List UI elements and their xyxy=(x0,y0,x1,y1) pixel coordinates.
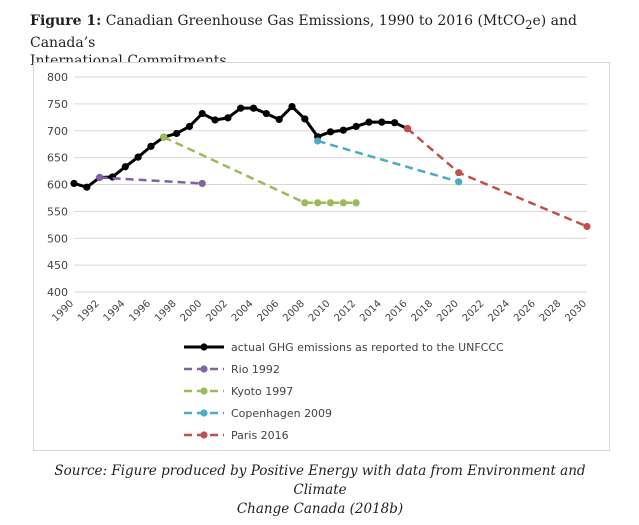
data-point-actual-ghg-emissions-as-reported-to-the-unfccc xyxy=(365,118,373,126)
data-point-kyoto-1997 xyxy=(160,133,168,141)
x-tick-label: 2028 xyxy=(538,298,564,324)
data-point-kyoto-1997 xyxy=(352,199,360,207)
data-point-actual-ghg-emissions-as-reported-to-the-unfccc xyxy=(339,126,347,134)
data-point-copenhagen-2009 xyxy=(455,178,463,186)
x-tick-label: 2024 xyxy=(486,298,512,324)
y-tick-label: 800 xyxy=(47,71,68,84)
data-point-copenhagen-2009 xyxy=(314,137,322,145)
x-tick-label: 2002 xyxy=(204,298,230,324)
data-point-actual-ghg-emissions-as-reported-to-the-unfccc xyxy=(134,153,142,161)
x-tick-label: 2030 xyxy=(563,298,589,324)
y-tick-label: 550 xyxy=(47,205,68,218)
legend-label-kyoto-1997: Kyoto 1997 xyxy=(231,385,293,398)
x-tick-label: 1998 xyxy=(153,298,179,324)
data-point-paris-2016 xyxy=(583,222,591,231)
legend-marker-rio-1992 xyxy=(200,365,208,373)
data-point-rio-1992 xyxy=(198,179,206,188)
figure-title-suffix: e) and Canada’s xyxy=(30,13,578,51)
series-line-copenhagen-2009 xyxy=(317,139,460,184)
x-tick-label: 2018 xyxy=(409,298,435,324)
data-point-actual-ghg-emissions-as-reported-to-the-unfccc xyxy=(224,114,232,122)
data-point-rio-1992 xyxy=(96,173,104,182)
data-point-actual-ghg-emissions-as-reported-to-the-unfccc xyxy=(301,115,309,123)
x-tick-label: 2004 xyxy=(230,298,256,324)
data-point-actual-ghg-emissions-as-reported-to-the-unfccc xyxy=(70,179,78,188)
data-point-actual-ghg-emissions-as-reported-to-the-unfccc xyxy=(198,109,206,118)
legend-marker-kyoto-1997 xyxy=(200,387,208,395)
y-tick-label: 650 xyxy=(47,152,68,165)
source-line-2: Change Canada (2018b) xyxy=(236,501,404,517)
x-tick-label: 2012 xyxy=(332,298,358,324)
data-point-actual-ghg-emissions-as-reported-to-the-unfccc xyxy=(211,116,219,124)
legend-label-rio-1992: Rio 1992 xyxy=(231,363,280,376)
series-line-kyoto-1997 xyxy=(163,136,357,205)
data-point-actual-ghg-emissions-as-reported-to-the-unfccc xyxy=(147,142,155,150)
x-tick-label: 2020 xyxy=(435,298,461,324)
data-point-actual-ghg-emissions-as-reported-to-the-unfccc xyxy=(275,115,283,124)
data-point-actual-ghg-emissions-as-reported-to-the-unfccc xyxy=(249,104,258,112)
series-line-rio-1992 xyxy=(99,176,203,185)
data-point-kyoto-1997 xyxy=(301,199,309,207)
data-point-kyoto-1997 xyxy=(314,199,322,207)
data-point-paris-2016 xyxy=(403,125,412,133)
x-tick-label: 2010 xyxy=(307,298,333,324)
data-point-kyoto-1997 xyxy=(326,199,335,207)
data-point-actual-ghg-emissions-as-reported-to-the-unfccc xyxy=(185,122,194,131)
x-tick-label: 2016 xyxy=(384,298,410,324)
figure-label: Figure 1: xyxy=(30,13,102,29)
x-tick-label: 1992 xyxy=(76,298,102,324)
x-tick-label: 1996 xyxy=(127,298,153,324)
x-tick-label: 2000 xyxy=(179,298,205,324)
source-caption: Source: Figure produced by Positive Ener… xyxy=(30,462,610,519)
x-tick-label: 2022 xyxy=(461,298,487,324)
data-point-paris-2016 xyxy=(455,169,463,177)
x-tick-label: 1994 xyxy=(102,298,128,324)
legend-marker-paris-2016 xyxy=(200,431,208,439)
data-point-kyoto-1997 xyxy=(339,199,347,207)
data-point-actual-ghg-emissions-as-reported-to-the-unfccc xyxy=(83,183,91,191)
data-point-actual-ghg-emissions-as-reported-to-the-unfccc xyxy=(262,109,270,118)
figure-title-text: Canadian Greenhouse Gas Emissions, 1990 … xyxy=(105,13,526,29)
y-tick-label: 450 xyxy=(47,259,68,272)
legend-marker-actual-ghg-emissions-as-reported-to-the-unfccc xyxy=(200,343,208,351)
x-tick-label: 2014 xyxy=(358,298,384,324)
legend-label-paris-2016: Paris 2016 xyxy=(231,429,289,442)
data-point-actual-ghg-emissions-as-reported-to-the-unfccc xyxy=(121,163,129,171)
data-point-actual-ghg-emissions-as-reported-to-the-unfccc xyxy=(173,129,181,138)
legend-label-copenhagen-2009: Copenhagen 2009 xyxy=(231,407,332,420)
data-point-actual-ghg-emissions-as-reported-to-the-unfccc xyxy=(237,104,245,112)
legend-label-actual-ghg-emissions-as-reported-to-the-unfccc: actual GHG emissions as reported to the … xyxy=(231,341,504,354)
data-point-actual-ghg-emissions-as-reported-to-the-unfccc xyxy=(378,118,386,126)
chart-frame: 800 750 700 650 600 550 500 450 400 1990 1992 1994 1… xyxy=(33,62,610,451)
x-tick-label: 2008 xyxy=(281,298,307,324)
source-line-1: Source: Figure produced by Positive Ener… xyxy=(54,463,586,498)
x-tick-label: 1990 xyxy=(50,298,76,324)
data-point-actual-ghg-emissions-as-reported-to-the-unfccc xyxy=(326,128,335,136)
y-tick-label: 700 xyxy=(47,125,68,138)
figure-title-subscript: 2 xyxy=(525,17,533,32)
y-tick-label: 600 xyxy=(47,179,68,192)
y-tick-label: 500 xyxy=(47,232,68,245)
series-line-actual-ghg-emissions-as-reported-to-the-unfccc xyxy=(73,105,409,189)
data-point-actual-ghg-emissions-as-reported-to-the-unfccc xyxy=(288,102,296,111)
data-point-actual-ghg-emissions-as-reported-to-the-unfccc xyxy=(391,119,399,127)
legend-marker-copenhagen-2009 xyxy=(200,409,208,417)
y-tick-label: 400 xyxy=(47,286,68,299)
x-tick-label: 2026 xyxy=(512,298,538,324)
x-tick-label: 2006 xyxy=(256,298,282,324)
data-point-actual-ghg-emissions-as-reported-to-the-unfccc xyxy=(352,122,360,131)
y-tick-label: 750 xyxy=(47,98,68,111)
